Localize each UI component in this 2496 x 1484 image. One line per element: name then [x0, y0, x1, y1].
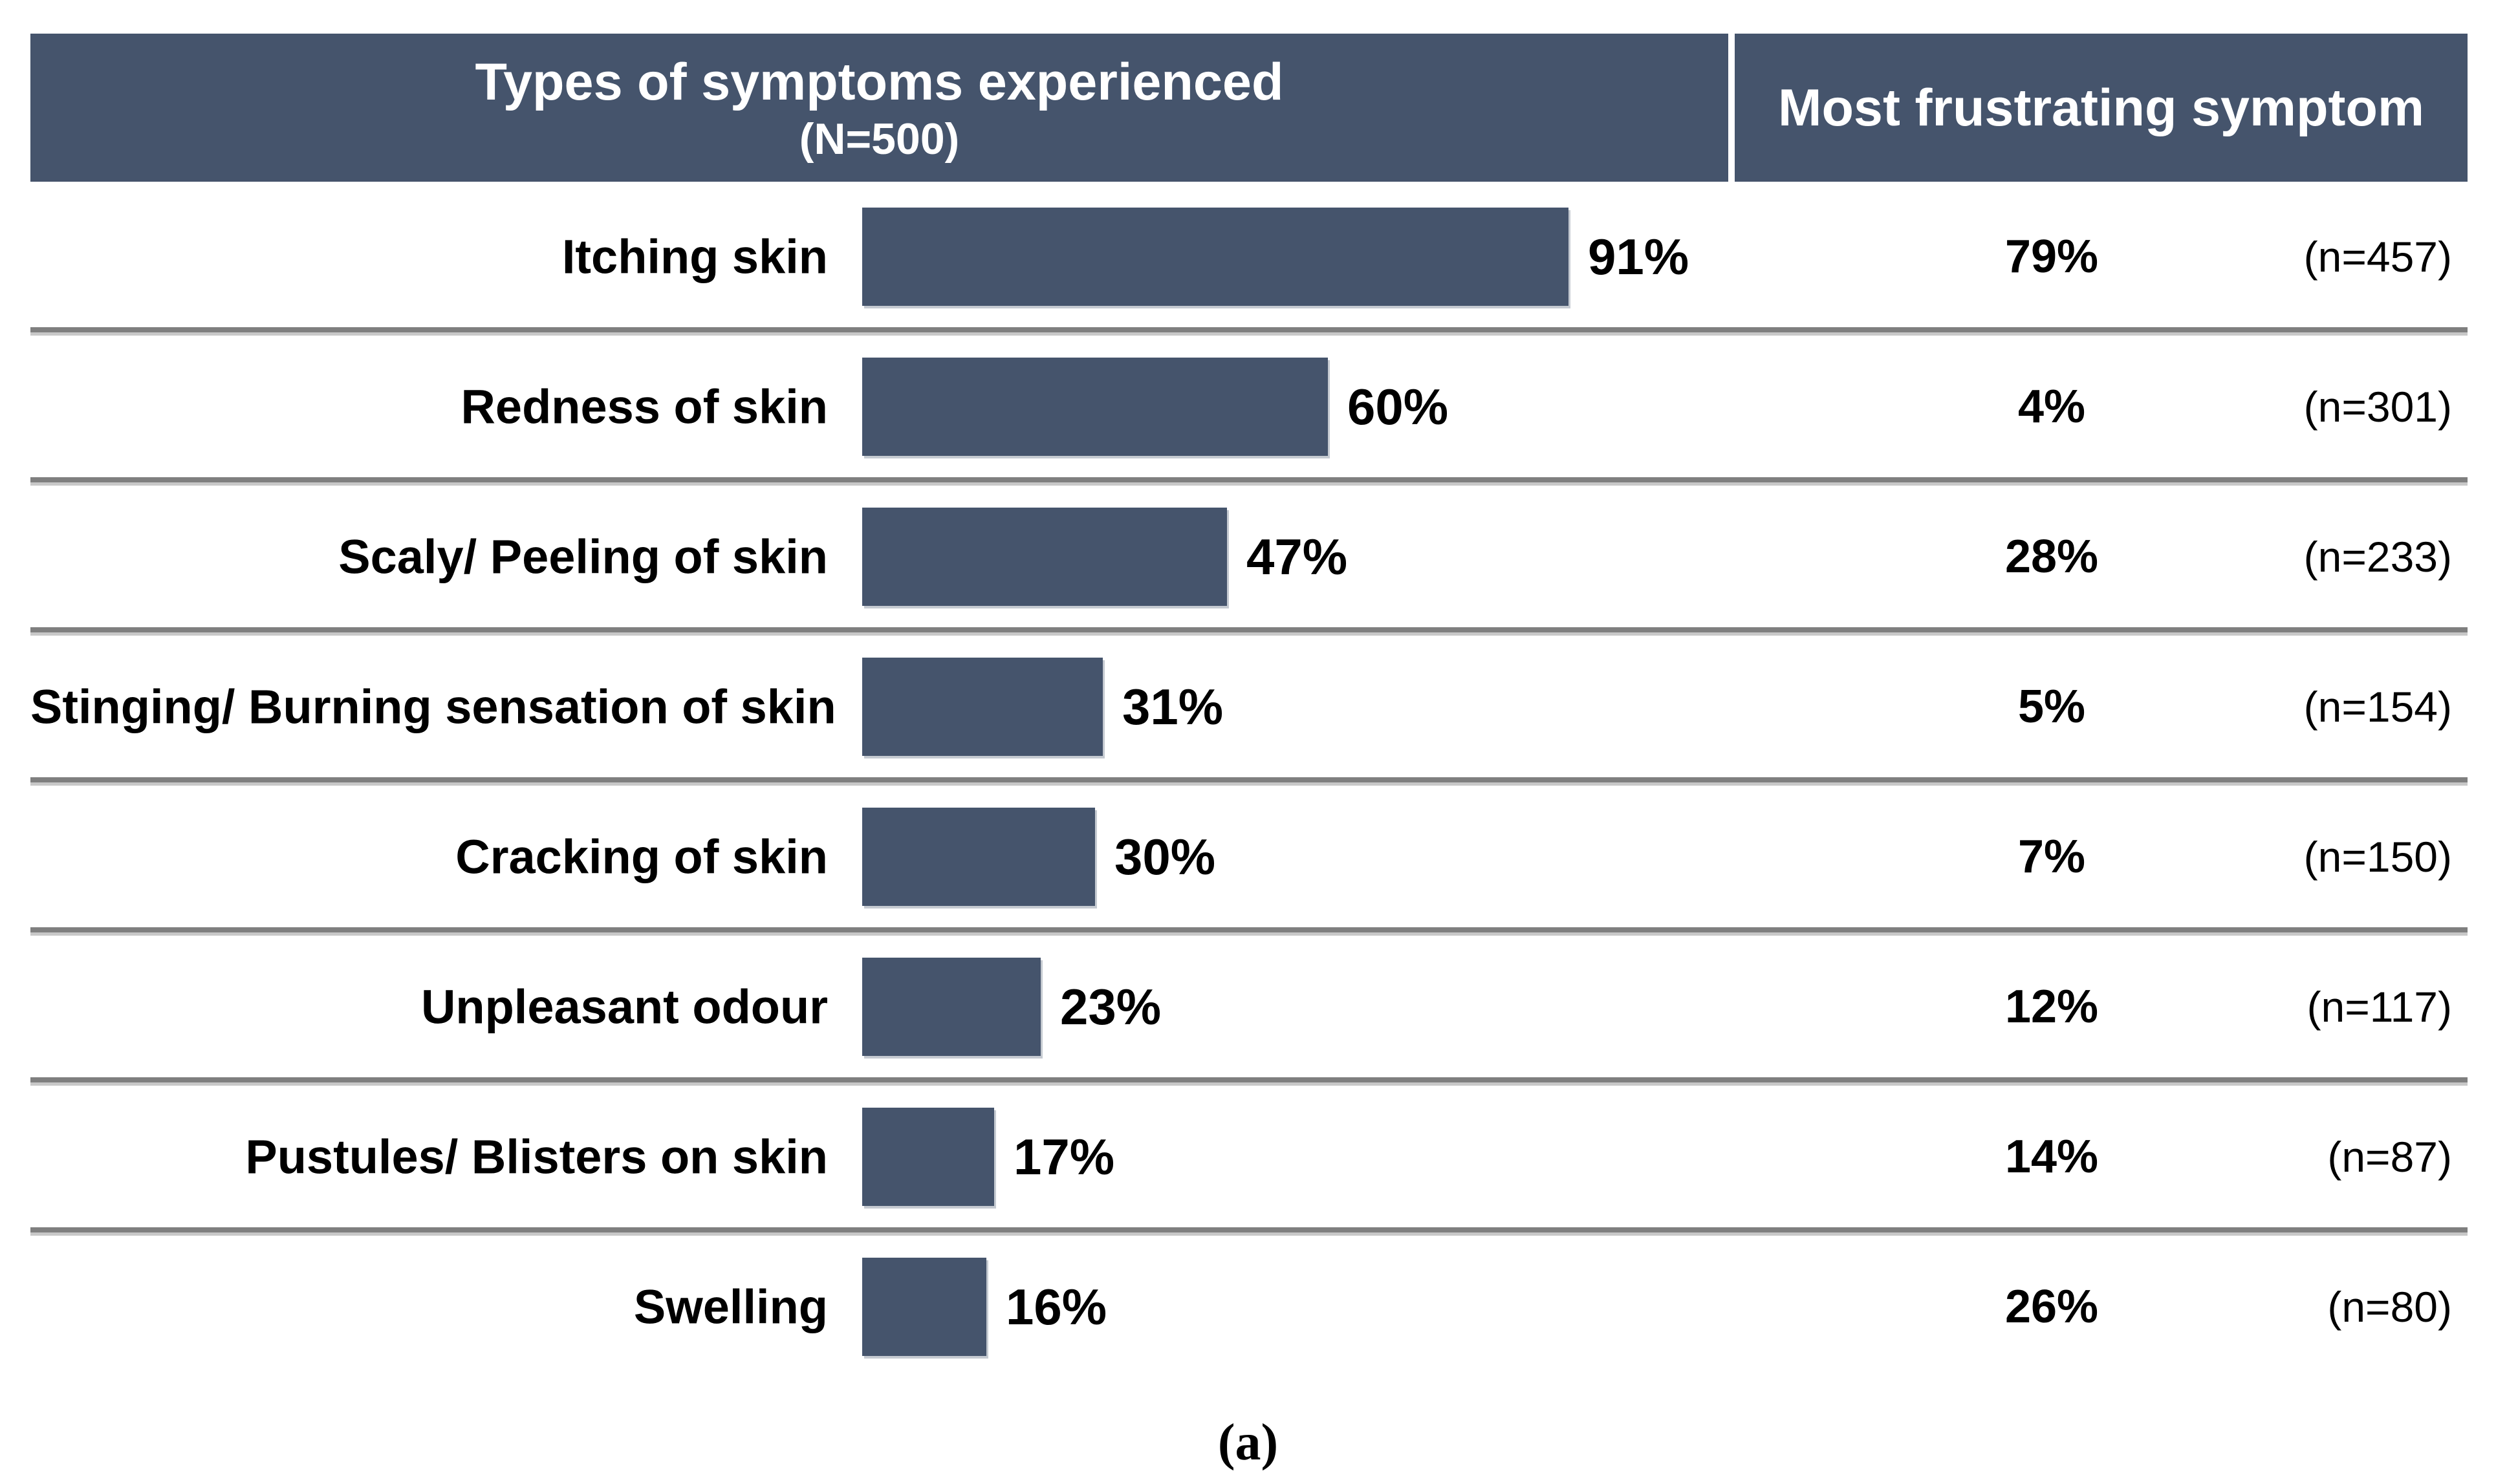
experienced-pct-label: 47% [1246, 528, 1348, 585]
header-most-frustrating: Most frustrating symptom [1735, 34, 2468, 182]
bar-area: 91% [862, 182, 1689, 332]
n-label: (n=457) [2303, 233, 2452, 281]
header-left-title: Types of symptoms experienced [475, 52, 1284, 111]
header-right-title: Most frustrating symptom [1777, 78, 2425, 137]
experienced-bar [862, 1108, 994, 1206]
experienced-pct-label: 30% [1114, 828, 1216, 885]
table-row: Unpleasant odour 23% 12% (n=117) [30, 927, 2468, 1082]
symptom-label: Swelling [633, 1280, 828, 1334]
symptom-label: Itching skin [561, 230, 828, 284]
table-header: Types of symptoms experienced (N=500) Mo… [30, 34, 2468, 182]
frustrating-pct-label: 79% [2004, 231, 2099, 283]
frustrating-pct-label: 12% [2004, 981, 2099, 1033]
symptom-label: Stinging/ Burning sensation of skin [30, 680, 836, 734]
experienced-pct-label: 16% [1006, 1278, 1107, 1335]
experienced-bar [862, 808, 1095, 906]
n-label: (n=150) [2303, 833, 2452, 881]
header-divider [1728, 34, 1735, 182]
n-label: (n=80) [2327, 1283, 2452, 1331]
experienced-bar [862, 658, 1103, 756]
n-label: (n=233) [2303, 533, 2452, 581]
bar-area: 31% [862, 632, 1223, 782]
experienced-bar [862, 508, 1227, 606]
n-label: (n=87) [2327, 1133, 2452, 1181]
experienced-pct-label: 60% [1347, 378, 1449, 435]
bar-area: 23% [862, 932, 1161, 1082]
table-row: Redness of skin 60% 4% (n=301) [30, 327, 2468, 482]
symptom-table: Types of symptoms experienced (N=500) Mo… [30, 34, 2468, 1382]
symptom-label: Redness of skin [461, 380, 828, 434]
n-label: (n=154) [2303, 683, 2452, 731]
frustrating-pct-label: 7% [2017, 831, 2086, 883]
bar-area: 60% [862, 332, 1448, 482]
table-row: Stinging/ Burning sensation of skin 31% … [30, 627, 2468, 782]
frustrating-pct-label: 28% [2004, 531, 2099, 583]
header-left-subtitle: (N=500) [799, 114, 960, 164]
symptom-label: Unpleasant odour [420, 980, 828, 1034]
table-row: Pustules/ Blisters on skin 17% 14% (n=87… [30, 1077, 2468, 1232]
table-row: Scaly/ Peeling of skin 47% 28% (n=233) [30, 477, 2468, 632]
experienced-pct-label: 23% [1060, 978, 1162, 1035]
experienced-bar [862, 358, 1328, 456]
n-label: (n=117) [2306, 983, 2452, 1031]
experienced-bar [862, 1258, 986, 1356]
bar-area: 16% [862, 1232, 1107, 1382]
experienced-pct-label: 91% [1588, 228, 1689, 285]
frustrating-pct-label: 14% [2004, 1131, 2099, 1183]
experienced-pct-label: 31% [1122, 678, 1224, 735]
symptom-label: Pustules/ Blisters on skin [245, 1130, 828, 1184]
table-row: Itching skin 91% 79% (n=457) [30, 182, 2468, 332]
experienced-bar [862, 208, 1568, 306]
table-row: Cracking of skin 30% 7% (n=150) [30, 777, 2468, 932]
bar-area: 17% [862, 1082, 1114, 1232]
frustrating-pct-label: 5% [2017, 681, 2086, 733]
n-label: (n=301) [2303, 383, 2452, 431]
frustrating-pct-label: 4% [2017, 381, 2086, 433]
table-row: Swelling 16% 26% (n=80) [30, 1227, 2468, 1382]
frustrating-pct-label: 26% [2004, 1281, 2099, 1333]
bar-area: 30% [862, 782, 1215, 932]
rows-container: Itching skin 91% 79% (n=457) Redness of … [30, 182, 2468, 1382]
experienced-bar [862, 958, 1041, 1056]
symptom-label: Scaly/ Peeling of skin [338, 530, 828, 584]
figure-caption: (a) [1217, 1414, 1279, 1471]
experienced-pct-label: 17% [1014, 1128, 1115, 1185]
symptom-label: Cracking of skin [455, 830, 828, 884]
bar-area: 47% [862, 482, 1347, 632]
header-types-of-symptoms: Types of symptoms experienced (N=500) [30, 34, 1728, 182]
